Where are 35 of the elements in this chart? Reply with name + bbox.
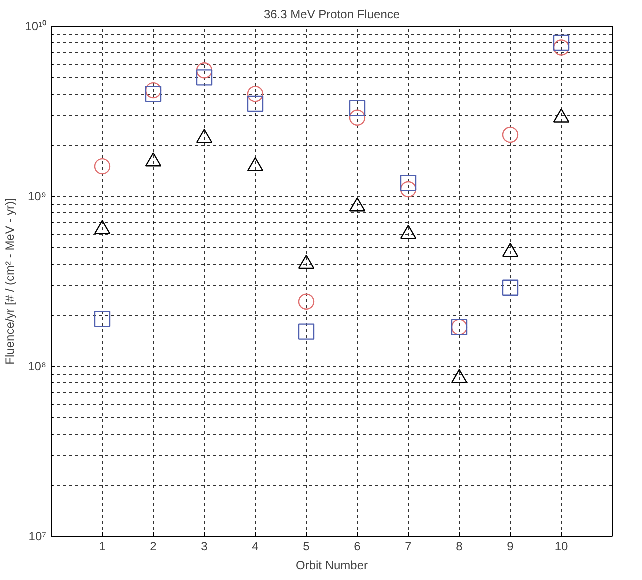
point [400,181,417,198]
x-tick-label: 6 [354,540,362,554]
x-axis-title: Orbit Number [296,558,368,572]
x-tick-label: 7 [405,540,412,554]
point [94,158,111,175]
x-tick-label: 3 [201,540,208,554]
y-tick-label: 10⁹ [28,190,47,204]
point [553,34,570,52]
point [145,82,162,99]
point [247,96,264,112]
x-tick-label: 8 [456,540,464,554]
point [502,280,519,296]
x-tick-label: 2 [150,540,158,554]
y-axis-title: Fluence/yr [# / (cm² - MeV - yr)] [3,198,18,365]
x-tick-label: 4 [252,540,260,554]
point [502,126,519,144]
y-tick-label: 10⁸ [28,360,47,374]
point [400,174,417,192]
point [349,110,366,126]
x-tick-label: 10 [554,540,568,554]
y-tick-label: 10⁷ [28,530,47,544]
point [145,86,162,102]
point [298,324,315,340]
y-tick-label: 10¹⁰ [25,20,46,34]
x-tick-label: 1 [99,540,106,554]
point [94,311,111,328]
x-tick-label: 5 [303,540,310,554]
x-tick-label: 9 [507,540,514,554]
point [553,40,570,56]
chart-title: 36.3 MeV Proton Fluence [264,8,400,22]
point [196,62,213,79]
point [196,70,213,86]
point [247,86,264,102]
point [298,294,315,310]
point [349,100,366,116]
